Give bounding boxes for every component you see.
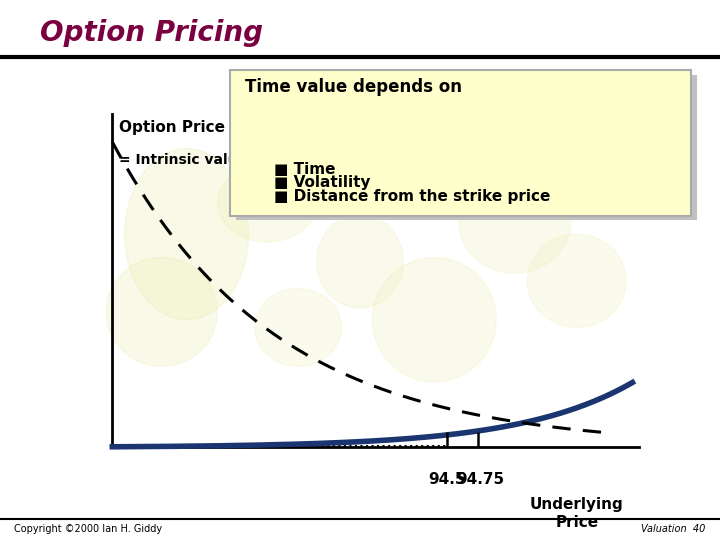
Ellipse shape (125, 148, 248, 320)
Text: ■ Volatility: ■ Volatility (274, 174, 370, 190)
Text: Underlying
Price: Underlying Price (530, 497, 624, 530)
Text: Time value depends on: Time value depends on (245, 78, 462, 96)
Ellipse shape (217, 164, 317, 242)
Ellipse shape (527, 234, 626, 327)
Ellipse shape (372, 258, 496, 382)
Text: = Intrinsic value + Time value: = Intrinsic value + Time value (119, 153, 354, 167)
Text: ■ Time: ■ Time (274, 161, 335, 177)
Ellipse shape (459, 172, 570, 273)
Text: Option Pricing: Option Pricing (40, 19, 263, 47)
Text: Copyright ©2000 Ian H. Giddy: Copyright ©2000 Ian H. Giddy (14, 524, 163, 534)
Text: 94.5: 94.5 (428, 472, 465, 488)
Ellipse shape (317, 215, 403, 308)
Ellipse shape (106, 258, 217, 366)
Text: Option Price: Option Price (119, 120, 225, 134)
Text: 94.75: 94.75 (456, 472, 505, 488)
Text: Valuation  40: Valuation 40 (642, 524, 706, 534)
Ellipse shape (255, 288, 341, 366)
Text: ■ Distance from the strike price: ■ Distance from the strike price (274, 188, 550, 204)
